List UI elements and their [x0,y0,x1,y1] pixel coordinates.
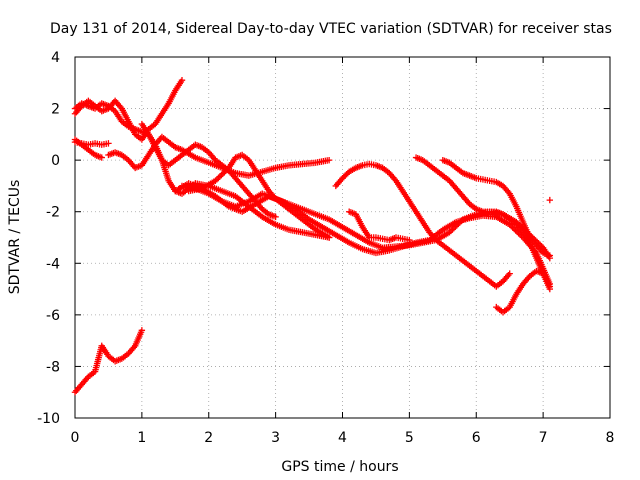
data-point [272,213,279,221]
x-tick-label: 7 [539,430,548,446]
y-tick-label: -10 [37,411,60,427]
x-tick-label: 6 [472,430,481,446]
series-track-04 [105,133,333,179]
series-track-05 [71,100,333,241]
x-tick-label: 5 [405,430,414,446]
x-axis-label: GPS time / hours [281,459,398,475]
series-track-09 [185,151,333,241]
data-point [506,270,513,277]
data-point [546,196,554,204]
x-tick-label: 3 [271,430,280,446]
y-tick-label: 0 [51,153,60,169]
data-point [105,140,112,147]
series-track-12 [439,156,554,259]
data-point [546,252,554,259]
data-point [178,77,186,84]
axis-ticks: 0 1 2 3 4 5 6 7 8 -10 -8 -6 -4 -2 0 2 4 [37,50,614,446]
y-tick-label: 4 [51,50,60,66]
series-track-10 [332,160,513,290]
y-tick-label: -2 [46,205,60,221]
data-point [406,236,413,244]
series-track-03 [71,136,105,161]
y-tick-label: -4 [46,256,60,272]
series-track-16 [546,196,554,204]
x-tick-label: 2 [204,430,213,446]
y-axis-label: SDTVAR / TECUs [7,180,23,295]
series-track-14 [345,208,413,244]
data-point [138,327,146,334]
data-point [98,154,105,161]
x-tick-label: 8 [606,430,615,446]
chart-title: Day 131 of 2014, Sidereal Day-to-day VTE… [50,21,612,37]
y-tick-label: -6 [46,308,60,324]
data-point [325,234,333,241]
x-tick-label: 4 [338,430,347,446]
data-point [546,283,554,290]
series-track-01 [71,77,186,143]
data-point [325,156,333,164]
data-points [71,77,554,396]
y-tick-label: 2 [51,102,60,118]
series-track-11 [412,154,554,293]
y-tick-label: -8 [46,359,60,375]
x-tick-label: 0 [71,430,80,446]
x-tick-label: 1 [137,430,146,446]
series-track-13 [493,267,554,316]
series-track-15 [71,327,146,396]
